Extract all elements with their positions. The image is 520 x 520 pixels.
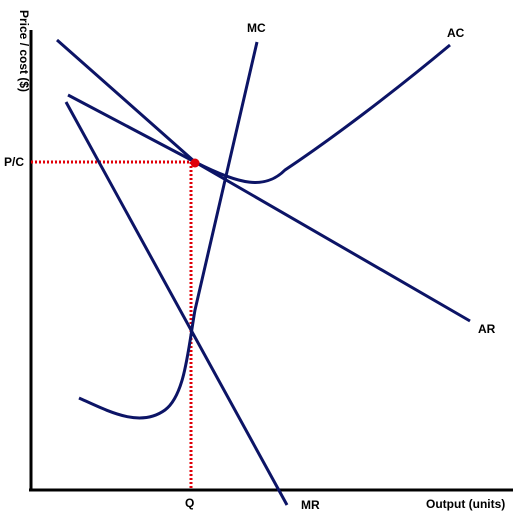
mr-curve-label: MR <box>301 498 320 512</box>
ar-curve-upper <box>67 93 196 164</box>
ac-curve-label: AC <box>447 26 465 40</box>
mc-curve <box>78 41 259 420</box>
x-axis-label: Output (units) <box>426 497 505 511</box>
y-axis-label: Price / cost ($) <box>17 10 31 92</box>
quantity-label: Q <box>185 496 194 510</box>
mr-curve <box>64 101 289 506</box>
equilibrium-point <box>190 158 200 168</box>
price-cost-label: P/C <box>4 155 24 169</box>
ac-curve <box>194 43 451 184</box>
mc-curve-label: MC <box>247 21 266 35</box>
ar-curve-label: AR <box>478 322 496 336</box>
